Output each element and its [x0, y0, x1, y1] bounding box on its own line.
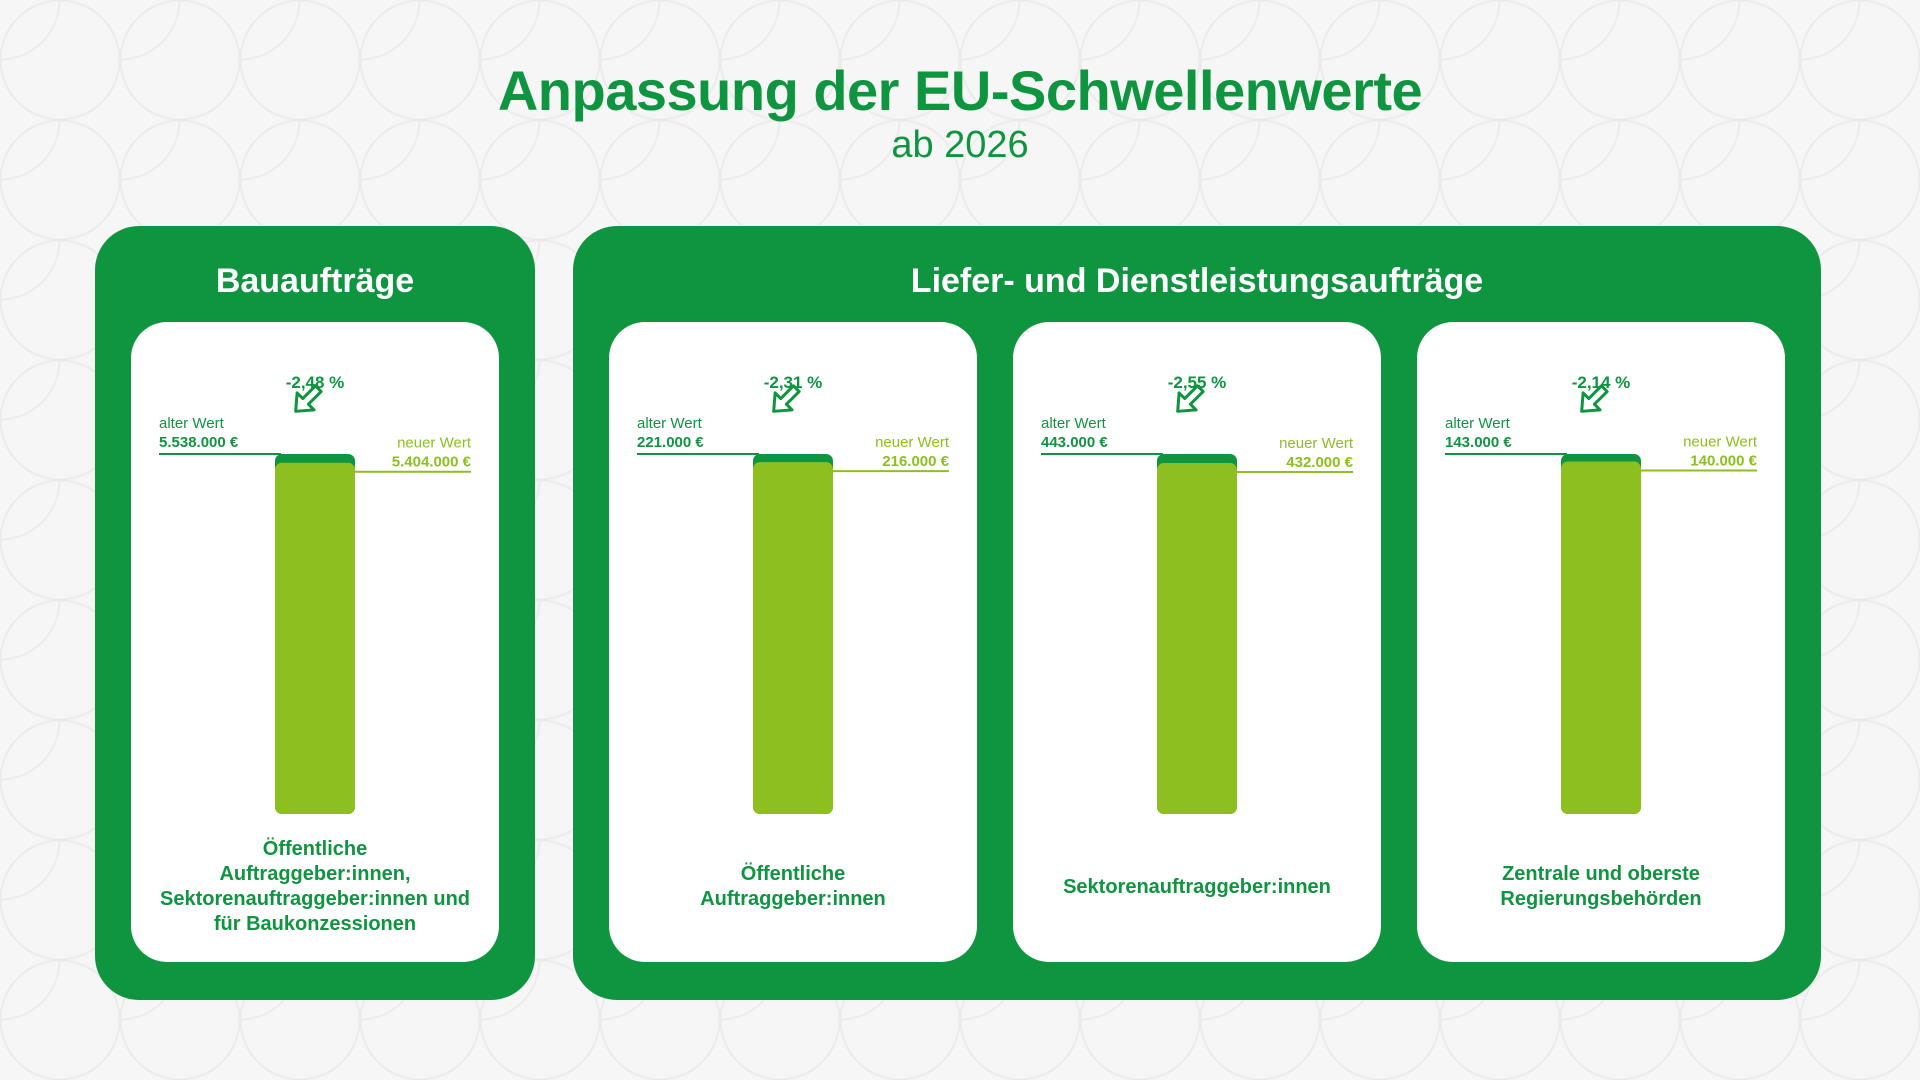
old-value-label: 443.000 € — [1041, 434, 1108, 451]
new-value-bar — [1157, 462, 1237, 814]
arrow-shape — [1580, 384, 1609, 413]
new-value-caption: neuer Wert — [875, 434, 950, 451]
category-label: Sektorenauftraggeber:innen — [1033, 875, 1361, 900]
old-value-caption: alter Wert — [1041, 415, 1107, 432]
percent-change-label: -2,14 % — [1572, 373, 1631, 392]
group-title: Bauaufträge — [215, 262, 415, 300]
old-value-caption: alter Wert — [1445, 415, 1511, 432]
chart-card: alter Wert 221.000 € neuer Wert 216.000 € -2… — [609, 322, 977, 962]
new-value-bar — [753, 462, 833, 814]
percent-change-label: -2,48 % — [286, 373, 345, 392]
new-value-bar — [275, 462, 355, 814]
bar-chart: alter Wert 143.000 € neuer Wert 140.000 € -2… — [1445, 373, 1758, 814]
category-label-line: Regierungsbehörden — [1500, 888, 1702, 910]
arrow-down-right-icon — [294, 384, 323, 413]
category-label: Öffentliche Auftraggeber:innen — [629, 862, 957, 912]
bar-chart: alter Wert 5.538.000 € neuer Wert 5.404.000… — [159, 373, 472, 814]
page-subtitle: ab 2026 — [891, 124, 1029, 166]
chart-card: alter Wert 143.000 € neuer Wert 140.000 € -2… — [1417, 322, 1785, 962]
category-label-line: Öffentliche — [262, 838, 368, 860]
new-value-label: 432.000 € — [1286, 454, 1353, 471]
chart-card: alter Wert 5.538.000 € neuer Wert 5.404.000… — [131, 322, 499, 962]
percent-change-label: -2,55 % — [1168, 373, 1227, 392]
arrow-down-right-icon — [772, 384, 801, 413]
category-label: Zentrale und oberste Regierungsbehörden — [1437, 862, 1765, 912]
arrow-shape — [294, 384, 323, 413]
bar-chart: alter Wert 221.000 € neuer Wert 216.000 € -2… — [637, 373, 950, 814]
category-label-line: Sektorenauftraggeber:innen und — [159, 888, 471, 910]
category-label-line: Sektorenauftraggeber:innen — [1063, 875, 1331, 898]
new-value-label: 140.000 € — [1690, 453, 1757, 470]
arrow-shape — [772, 384, 801, 413]
new-value-label: 216.000 € — [882, 453, 949, 470]
category-label-line: Öffentliche — [740, 863, 846, 885]
page-title: Anpassung der EU-Schwellenwerte — [497, 59, 1423, 122]
group-bauauftraege: Bauaufträge alter Wert 5.538.000 € neuer W… — [95, 226, 535, 1000]
old-value-label: 221.000 € — [637, 434, 704, 451]
new-value-caption: neuer Wert — [1683, 434, 1758, 451]
old-value-label: 143.000 € — [1445, 434, 1512, 451]
arrow-down-right-icon — [1580, 384, 1609, 413]
arrow-shape — [1176, 384, 1205, 413]
category-label-line: Auftraggeber:innen — [700, 888, 886, 910]
old-value-caption: alter Wert — [159, 415, 225, 432]
group-liefer-dienstleistung: Liefer- und Dienstleistungsaufträge alte… — [573, 226, 1821, 1000]
new-value-label: 5.404.000 € — [392, 454, 472, 471]
arrow-down-right-icon — [1176, 384, 1205, 413]
category-label: Öffentliche Auftraggeber:innen, Sektorenau… — [151, 837, 479, 937]
category-label-line: für Baukonzessionen — [213, 913, 417, 935]
new-value-caption: neuer Wert — [1279, 435, 1354, 452]
group-title: Liefer- und Dienstleistungsaufträge — [910, 262, 1484, 300]
chart-card: alter Wert 443.000 € neuer Wert 432.000 € -2… — [1013, 322, 1381, 962]
new-value-caption: neuer Wert — [397, 435, 472, 452]
category-label-line: Auftraggeber:innen, — [219, 863, 411, 885]
new-value-bar — [1561, 461, 1641, 814]
old-value-label: 5.538.000 € — [159, 434, 239, 451]
category-label-line: Zentrale und oberste — [1502, 863, 1700, 885]
old-value-caption: alter Wert — [637, 415, 703, 432]
bar-chart: alter Wert 443.000 € neuer Wert 432.000 € -2… — [1041, 373, 1354, 814]
percent-change-label: -2,31 % — [764, 373, 823, 392]
